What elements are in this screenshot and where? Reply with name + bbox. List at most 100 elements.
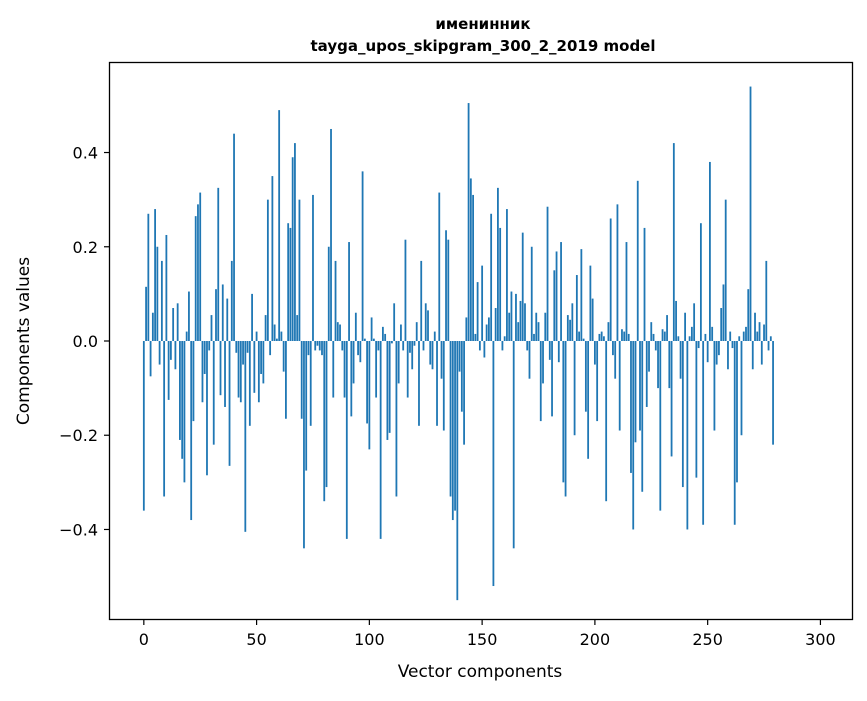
bar	[386, 341, 389, 440]
bar	[506, 209, 508, 341]
bar	[442, 341, 445, 431]
bar	[377, 341, 380, 351]
bar	[307, 341, 310, 356]
bar	[345, 341, 348, 539]
bar	[663, 331, 666, 341]
bar	[323, 341, 326, 502]
bar	[650, 322, 653, 341]
bar	[194, 216, 197, 341]
bar	[440, 341, 443, 379]
bar	[679, 341, 682, 379]
bar	[481, 265, 484, 341]
bar	[438, 192, 441, 341]
bar	[197, 204, 199, 341]
bar	[467, 103, 470, 341]
x-axis: 0 50 100 150 200 250 300	[139, 619, 836, 649]
bar	[760, 341, 763, 365]
bar	[169, 341, 172, 360]
bar	[451, 341, 454, 521]
bar	[257, 341, 260, 403]
bar	[160, 260, 163, 341]
bar	[395, 341, 398, 497]
bar	[580, 249, 583, 341]
bar	[643, 227, 646, 341]
bar	[361, 171, 364, 341]
bar	[445, 230, 447, 341]
bar	[158, 341, 161, 365]
bar	[289, 227, 292, 341]
bar	[668, 341, 671, 389]
bar	[298, 199, 301, 341]
bar	[309, 341, 312, 426]
bar	[219, 341, 222, 396]
bar	[271, 176, 274, 341]
bar	[697, 341, 700, 349]
bar	[415, 322, 418, 341]
bar	[181, 341, 184, 459]
bar	[645, 341, 648, 407]
bar	[210, 315, 213, 341]
bar	[368, 341, 371, 450]
bar	[684, 312, 686, 341]
bar	[483, 341, 486, 358]
bar	[330, 128, 332, 341]
bar	[596, 341, 599, 422]
bar	[217, 187, 220, 341]
bar	[402, 341, 405, 351]
bar	[740, 341, 743, 436]
bar	[400, 324, 402, 341]
bar	[266, 199, 269, 341]
bar	[391, 341, 393, 344]
bar	[359, 341, 362, 363]
bar	[142, 341, 145, 511]
bar	[609, 218, 612, 341]
x-tick-label: 100	[354, 630, 385, 649]
bar	[677, 336, 680, 341]
bar	[521, 232, 524, 341]
bar	[625, 242, 628, 341]
bar	[273, 324, 276, 341]
bar	[145, 286, 147, 341]
bar	[190, 341, 193, 521]
bar	[201, 341, 204, 403]
bar	[294, 143, 296, 341]
bar	[607, 322, 610, 341]
bar	[535, 312, 538, 341]
bar	[695, 341, 698, 478]
bar	[738, 336, 741, 341]
bar	[598, 333, 601, 341]
bar	[709, 161, 711, 341]
bar	[623, 331, 626, 341]
bar	[634, 341, 637, 443]
bar	[490, 213, 493, 341]
y-tick-label: 0.0	[73, 332, 98, 351]
bar	[722, 284, 725, 341]
bar	[246, 341, 249, 353]
bar	[641, 341, 644, 492]
bar	[172, 308, 175, 341]
bar	[458, 341, 461, 372]
bar	[228, 341, 231, 466]
bar	[352, 341, 355, 384]
bar	[569, 319, 571, 341]
bar	[517, 322, 520, 341]
y-axis: −0.4 −0.2 0.0 0.2 0.4	[59, 144, 110, 539]
bar	[736, 341, 738, 483]
bar	[237, 341, 240, 398]
x-tick-label: 300	[805, 630, 836, 649]
bar	[465, 317, 468, 341]
bar	[251, 293, 253, 341]
bar	[199, 192, 202, 341]
bar	[584, 341, 587, 412]
bar	[772, 341, 774, 445]
bar	[230, 260, 233, 341]
bar	[397, 341, 400, 384]
bar	[348, 242, 350, 341]
x-axis-label: Vector components	[398, 662, 563, 682]
bar	[754, 312, 756, 341]
bar	[287, 223, 290, 341]
bar	[149, 341, 152, 377]
bar	[375, 341, 378, 398]
bar	[589, 265, 592, 341]
